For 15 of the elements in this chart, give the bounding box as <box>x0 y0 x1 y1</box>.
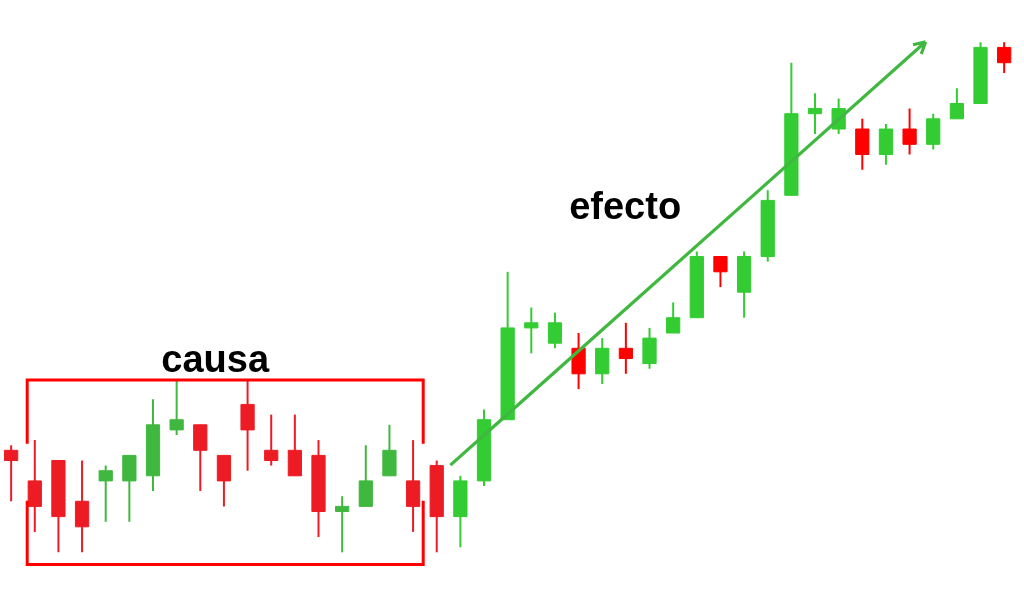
candlestick <box>949 87 964 120</box>
annotation: efecto <box>569 184 682 227</box>
candlestick <box>4 444 19 503</box>
candlestick <box>547 311 563 350</box>
candlestick <box>807 92 823 136</box>
candlestick <box>98 464 113 523</box>
annotation: causa <box>161 337 270 380</box>
candlestick <box>524 306 539 355</box>
candlestick <box>713 255 728 289</box>
candlestick <box>666 301 681 335</box>
candlestick <box>264 413 279 467</box>
candlestick <box>335 495 350 554</box>
candlestick <box>618 321 633 375</box>
candlestick <box>997 41 1012 74</box>
candlestick <box>902 107 917 156</box>
